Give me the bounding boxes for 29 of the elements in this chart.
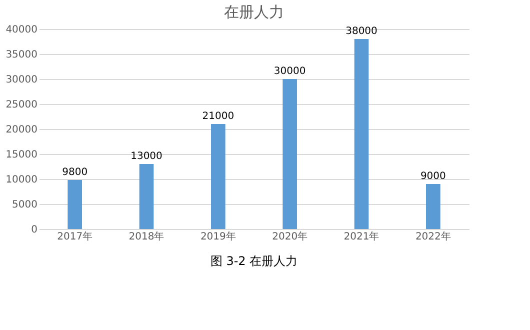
- y-tick-label: 20000: [6, 124, 38, 136]
- bar: [282, 79, 297, 229]
- y-tick-label: 15000: [6, 150, 38, 160]
- x-tick-label: 2021年: [344, 230, 380, 242]
- x-tick-label: 2019年: [200, 230, 236, 242]
- y-tick-label: 30000: [6, 74, 38, 86]
- y-tick-label: 10000: [6, 174, 38, 186]
- data-label: 13000: [130, 151, 162, 162]
- bar: [68, 180, 82, 229]
- data-label: 30000: [274, 66, 306, 77]
- caption: 图 3-2 在册人力: [210, 254, 298, 268]
- data-label: 9800: [62, 167, 88, 178]
- y-tick-label: 5000: [12, 200, 38, 210]
- y-tick-label: 35000: [6, 50, 38, 60]
- y-tick-label: 40000: [6, 24, 38, 36]
- x-tick-label: 2022年: [415, 230, 451, 242]
- bar: [354, 39, 369, 229]
- bar: [426, 184, 440, 229]
- bar: [139, 164, 154, 229]
- x-tick-label: 2018年: [128, 230, 164, 242]
- x-tick-label: 2017年: [57, 230, 93, 242]
- x-tick-label: 2020年: [272, 230, 308, 242]
- data-label: 38000: [346, 26, 378, 37]
- y-tick-label: 0: [31, 224, 38, 236]
- data-label: 21000: [202, 111, 234, 122]
- y-tick-label: 25000: [6, 100, 38, 110]
- chart-title: 在册人力: [224, 3, 284, 21]
- bar: [211, 124, 226, 229]
- data-label: 9000: [420, 171, 446, 182]
